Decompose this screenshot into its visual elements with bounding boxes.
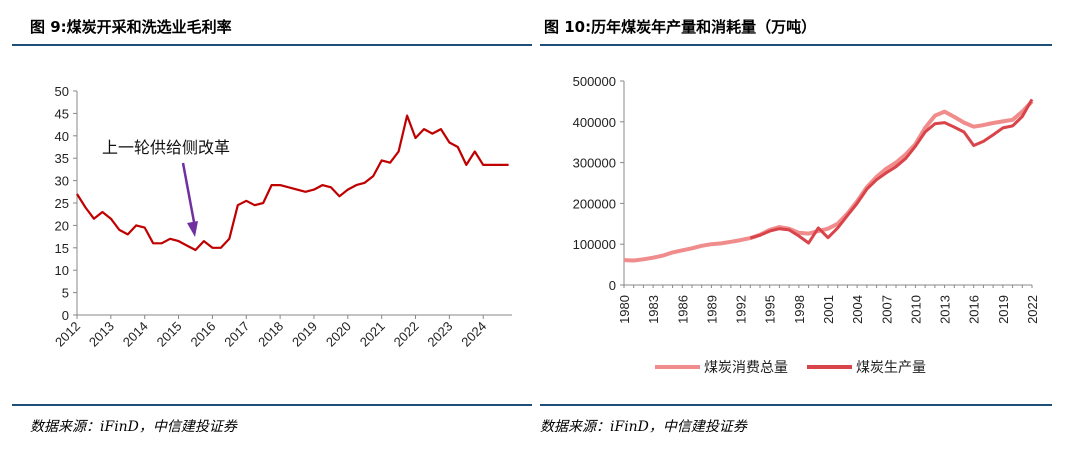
y-tick-label: 0 [62, 308, 69, 323]
y-tick-label: 25 [55, 196, 69, 211]
x-tick-label: 2022 [391, 319, 422, 350]
left-chart-panel: 图 9:煤炭开采和洗选业毛利率 0 5 10 15 20 25 30 35 40 45 50 2012… [12, 18, 532, 435]
top-rule [12, 44, 532, 46]
top-rule [540, 44, 1052, 46]
x-tick-label: 2021 [357, 319, 388, 350]
x-tick-label: 2001 [821, 295, 836, 324]
x-tick-label: 2010 [908, 295, 923, 324]
y-tick-label: 35 [55, 151, 69, 166]
legend: 煤炭消费总量 煤炭生产量 [655, 360, 926, 376]
annotation-arrow-head [187, 221, 198, 237]
y-tick-label: 10 [55, 263, 69, 278]
x-tick-label: 2020 [323, 319, 354, 350]
y-tick-label: 100000 [573, 237, 616, 252]
consumption-line [623, 100, 1034, 263]
y-tick-label: 50 [55, 84, 69, 99]
y-tick-label: 20 [55, 218, 69, 233]
x-tick-label: 2017 [221, 319, 252, 350]
chart-title: 图 9:煤炭开采和洗选业毛利率 [30, 18, 232, 36]
annotation-label: 上一轮供给侧改革 [102, 138, 230, 157]
chart-title: 图 10:历年煤炭年产量和消耗量（万吨） [544, 18, 817, 36]
x-tick-label: 2016 [967, 295, 982, 324]
bottom-rule [540, 404, 1052, 406]
y-tick-label: 200000 [573, 196, 616, 211]
y-tick-label: 500000 [573, 74, 616, 89]
x-ticks: 1980 1983 1986 1989 1992 1995 1998 2001 2004 2007… [617, 285, 1040, 324]
y-tick-label: 400000 [573, 115, 616, 130]
source-note: 数据来源：iFinD，中信建投证券 [30, 419, 237, 435]
x-tick-label: 1986 [675, 295, 690, 324]
y-ticks: 0 100000 200000 300000 400000 500000 [573, 74, 624, 293]
legend-label-consumption: 煤炭消费总量 [704, 360, 788, 376]
x-tick-label: 2015 [154, 319, 185, 350]
x-ticks: 2012 2013 2014 2015 2016 2017 2018 2019 2020 2021… [52, 315, 489, 350]
x-tick-label: 2014 [120, 319, 151, 350]
x-tick-label: 2012 [52, 319, 83, 350]
x-tick-label: 2013 [938, 295, 953, 324]
x-tick-label: 1989 [704, 295, 719, 324]
y-tick-label: 5 [62, 286, 69, 301]
legend-label-production: 煤炭生产量 [856, 360, 926, 376]
x-tick-label: 2019 [996, 295, 1011, 324]
x-tick-label: 2018 [255, 319, 286, 350]
x-tick-label: 1995 [763, 295, 778, 324]
y-tick-label: 15 [55, 241, 69, 256]
production-line [749, 98, 1034, 245]
y-tick-label: 0 [609, 278, 616, 293]
x-tick-label: 1980 [617, 295, 632, 324]
gross-margin-chart: 0 5 10 15 20 25 30 35 40 45 50 2012 2013 2014 2015 2016… [52, 84, 512, 350]
x-tick-label: 2013 [86, 319, 117, 350]
annotation-arrow-shaft [181, 162, 196, 223]
x-tick-label: 2019 [289, 319, 320, 350]
x-tick-label: 1998 [792, 295, 807, 324]
y-tick-label: 45 [55, 106, 69, 121]
x-tick-label: 1992 [734, 295, 749, 324]
x-tick-label: 2007 [879, 295, 894, 324]
y-tick-label: 40 [55, 129, 69, 144]
bottom-rule [12, 404, 532, 406]
x-tick-label: 2022 [1025, 295, 1040, 324]
y-tick-label: 300000 [573, 156, 616, 171]
x-tick-label: 2023 [424, 319, 455, 350]
right-chart-panel: 图 10:历年煤炭年产量和消耗量（万吨） 0 100000 200000 300000… [540, 0, 1080, 454]
gross-margin-line [76, 114, 509, 252]
x-tick-label: 2016 [187, 319, 218, 350]
y-ticks: 0 5 10 15 20 25 30 35 40 45 50 [55, 84, 77, 323]
source-note: 数据来源：iFinD，中信建投证券 [540, 419, 747, 435]
x-tick-label: 1983 [646, 295, 661, 324]
x-tick-label: 2024 [458, 319, 489, 350]
y-tick-label: 30 [55, 174, 69, 189]
x-tick-label: 2004 [850, 295, 865, 324]
